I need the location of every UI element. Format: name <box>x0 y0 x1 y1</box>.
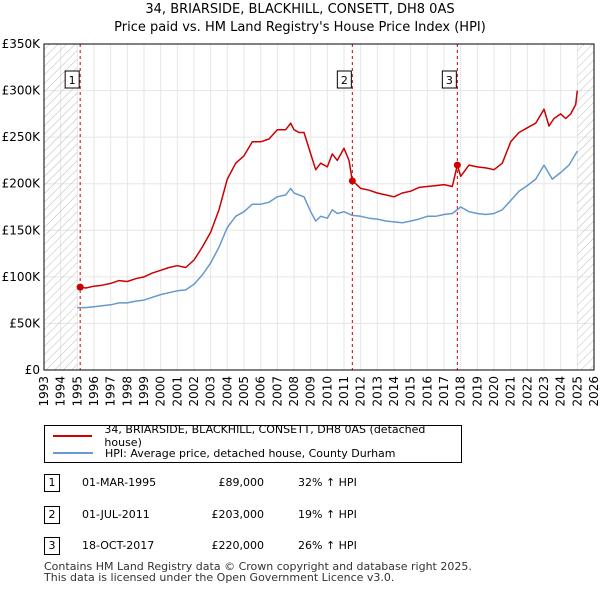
transaction-hpi: 19% ↑ HPI <box>298 508 357 521</box>
annotation-box <box>441 70 457 89</box>
transaction-date: 01-MAR-1995 <box>82 476 157 489</box>
x-tick-label: 2026 <box>587 376 600 407</box>
annotation-box <box>64 70 80 89</box>
y-tick-label: £200K <box>2 177 42 191</box>
x-tick-label: 2018 <box>454 376 468 407</box>
x-tick-label: 2022 <box>520 376 534 407</box>
y-tick-label: £350K <box>2 37 42 51</box>
annotation-box <box>336 70 352 89</box>
x-tick-label: 1996 <box>87 376 101 407</box>
legend-item-property: 34, BRIARSIDE, BLACKHILL, CONSETT, DH8 0… <box>53 423 461 449</box>
x-tick-label: 2012 <box>354 376 368 407</box>
x-tick-label: 2016 <box>420 376 434 407</box>
x-tick-label: 1994 <box>54 376 68 407</box>
x-tick-label: 2024 <box>554 376 568 407</box>
legend-swatch-hpi <box>53 452 93 454</box>
x-tick-label: 2014 <box>387 376 401 407</box>
x-tick-label: 2002 <box>187 376 201 407</box>
sale-point <box>348 177 356 185</box>
annotation-label: 3 <box>446 74 453 87</box>
y-tick-label: £300K <box>2 84 42 98</box>
x-tick-label: 2017 <box>437 376 451 407</box>
x-tick-label: 1995 <box>70 376 84 407</box>
x-tick-label: 1993 <box>37 376 51 407</box>
transaction-price: £89,000 <box>218 476 265 489</box>
hatched-region-after <box>577 44 594 370</box>
x-tick-label: 2019 <box>470 376 484 407</box>
transaction-hpi: 26% ↑ HPI <box>298 539 357 552</box>
annotation-label: 2 <box>341 74 348 87</box>
price-chart: 1 2 3 £0 £50K £100K £150K £200K £250K £300K £350K 1… <box>2 37 600 407</box>
x-tick-label: 2010 <box>320 376 334 407</box>
x-tick-label: 1999 <box>137 376 151 407</box>
x-tick-label: 2013 <box>370 376 384 407</box>
x-tick-label: 2001 <box>170 376 184 407</box>
x-tick-label: 2000 <box>154 376 168 407</box>
y-tick-label: £150K <box>2 223 42 237</box>
x-tick-label: 2008 <box>287 376 301 407</box>
x-tick-label: 2023 <box>537 376 551 407</box>
transaction-marker: 2 <box>44 506 60 524</box>
series-line-hpi <box>77 150 578 309</box>
plot-border <box>43 43 595 371</box>
legend-item-hpi: HPI: Average price, detached house, Coun… <box>53 445 396 461</box>
transaction-price: £203,000 <box>211 508 265 521</box>
x-tick-label: 2003 <box>204 376 218 407</box>
chart-title: 34, BRIARSIDE, BLACKHILL, CONSETT, DH8 0… <box>145 2 455 17</box>
y-tick-label: £250K <box>2 130 42 144</box>
legend-swatch-property <box>53 435 93 437</box>
x-tick-label: 1997 <box>104 376 118 407</box>
sale-point <box>76 283 84 291</box>
x-tick-label: 1998 <box>120 376 134 407</box>
y-tick-label: £0 <box>25 363 40 377</box>
annotation-label: 1 <box>69 74 76 87</box>
x-tick-label: 2006 <box>254 376 268 407</box>
transaction-hpi: 32% ↑ HPI <box>298 476 357 489</box>
footer-line-1: Contains HM Land Registry data © Crown c… <box>44 560 472 573</box>
transaction-date: 01-JUL-2011 <box>82 508 150 521</box>
x-tick-label: 2015 <box>404 376 418 407</box>
footer: Contains HM Land Registry data © Crown c… <box>44 561 472 583</box>
hatched-region-before <box>44 44 78 370</box>
x-tick-label: 2025 <box>570 376 584 407</box>
transaction-price: £220,000 <box>211 539 265 552</box>
x-tick-label: 2009 <box>304 376 318 407</box>
chart-subtitle: Price paid vs. HM Land Registry's House … <box>114 20 486 35</box>
transaction-date: 18-OCT-2017 <box>82 539 155 552</box>
x-tick-label: 2020 <box>487 376 501 407</box>
x-tick-label: 2004 <box>220 376 234 407</box>
legend: 34, BRIARSIDE, BLACKHILL, CONSETT, DH8 0… <box>44 423 462 463</box>
x-tick-label: 2021 <box>504 376 518 407</box>
sale-point <box>453 161 461 169</box>
transaction-marker: 1 <box>44 474 60 492</box>
footer-line-2: This data is licensed under the Open Gov… <box>44 571 395 584</box>
y-tick-label: £50K <box>9 316 41 330</box>
series-line-property <box>80 90 579 289</box>
x-tick-label: 2007 <box>270 376 284 407</box>
y-tick-label: £100K <box>2 270 42 284</box>
transaction-marker: 3 <box>44 537 60 555</box>
plot-area <box>44 44 594 370</box>
legend-label-hpi: HPI: Average price, detached house, Coun… <box>105 446 396 460</box>
legend-label-property: 34, BRIARSIDE, BLACKHILL, CONSETT, DH8 0… <box>104 423 426 449</box>
x-tick-label: 2011 <box>337 376 351 407</box>
x-tick-label: 2005 <box>237 376 251 407</box>
